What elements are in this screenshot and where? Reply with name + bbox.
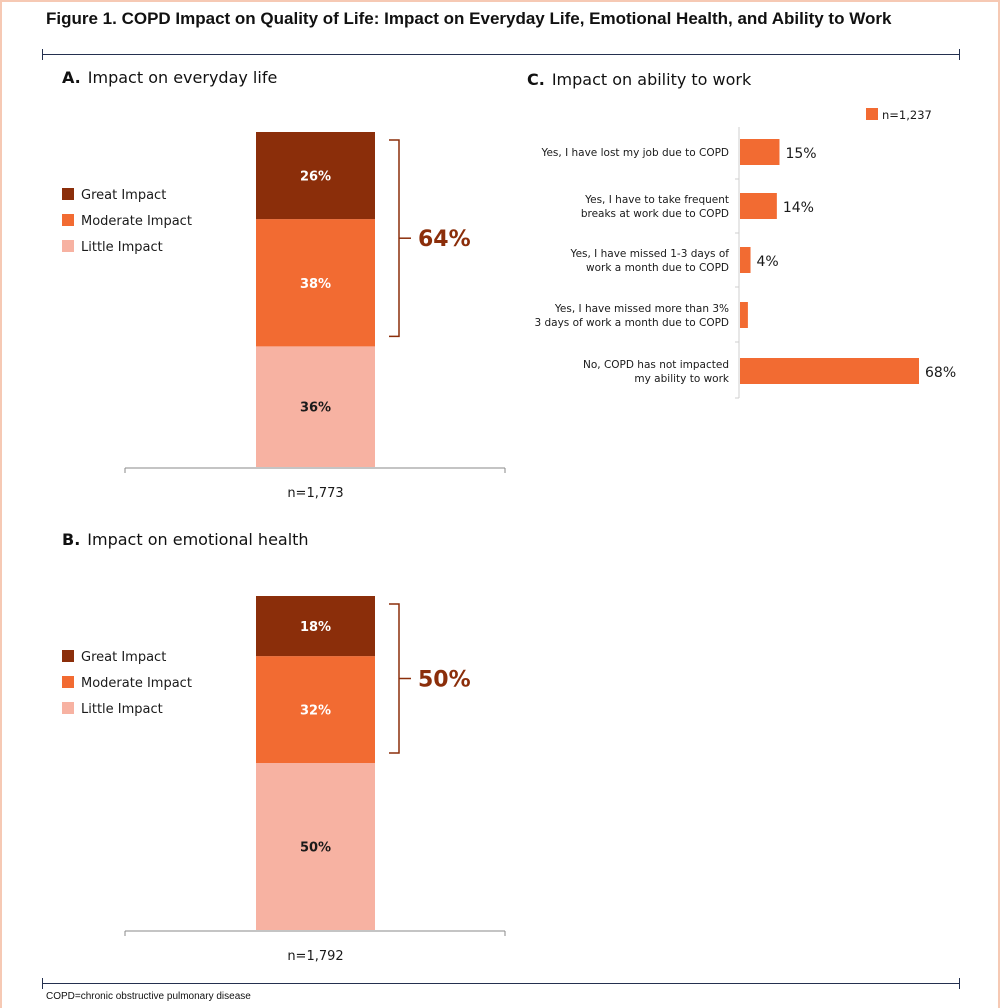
panel-a-bar-moderate-impact [256, 219, 375, 347]
panel-a-data-label-little-impact: 36% [300, 401, 331, 416]
panel-b-legend-swatch-great-impact [62, 650, 74, 662]
panel-a-legend-swatch-moderate-impact [62, 214, 74, 226]
panel-a-data-label-great-impact: 26% [300, 170, 331, 185]
panel-c-category-label-1-line-1: Yes, I have lost my job due to COPD [540, 147, 729, 159]
panel-b-bar-great-impact [256, 596, 375, 657]
panel-a-category-label: n=1,773 [287, 486, 343, 501]
panel-c-title-text: Impact on ability to work [551, 70, 752, 89]
panel-a-legend-label-moderate-impact: Moderate Impact [81, 214, 192, 229]
panel-c-bar-2 [740, 193, 777, 219]
panel-c-category-label-2-line-2: breaks at work due to COPD [581, 208, 729, 220]
panel-c-bar-5 [740, 358, 919, 384]
panel-c-bar-3 [740, 247, 751, 273]
panel-a-title: A. Impact on everyday life [62, 68, 277, 87]
panel-a-legend-swatch-great-impact [62, 188, 74, 200]
panel-c-legend-swatch [866, 108, 878, 120]
panel-c-bar-1 [740, 139, 780, 165]
panel-b-data-label-great-impact: 18% [300, 620, 331, 635]
panel-b-legend-label-great-impact: Great Impact [81, 650, 166, 665]
panel-b-data-label-little-impact: 50% [300, 841, 331, 856]
panel-c-category-label-2-line-1: Yes, I have to take frequent [584, 194, 729, 206]
panel-b-letter: B. [62, 530, 81, 549]
footer-rule [42, 978, 960, 989]
panel-c-category-label-4-line-2: 3 days of work a month due to COPD [534, 317, 729, 329]
footnote: COPD=chronic obstructive pulmonary disea… [46, 991, 251, 1002]
panel-c-category-label-3-line-2: work a month due to COPD [586, 262, 729, 274]
frame-top-edge [0, 0, 1000, 2]
frame-left-edge [0, 0, 2, 1008]
panel-b-legend-swatch-little-impact [62, 702, 74, 714]
panel-b-bar-moderate-impact [256, 656, 375, 763]
figure-title: Figure 1. COPD Impact on Quality of Life… [46, 9, 892, 28]
panel-c-title: C. Impact on ability to work [527, 70, 751, 89]
panel-c-data-label-1: 15% [785, 146, 816, 162]
panel-b-title: B. Impact on emotional health [62, 530, 309, 549]
panel-b-title-text: Impact on emotional health [87, 530, 309, 549]
panel-b-bracket-label: 50% [418, 668, 471, 693]
panel-a-legend-label-little-impact: Little Impact [81, 240, 163, 255]
panel-a-legend-label-great-impact: Great Impact [81, 188, 166, 203]
panel-c-category-label-5-line-2: my ability to work [634, 373, 730, 385]
panel-c-letter: C. [527, 70, 545, 89]
panel-a-data-label-moderate-impact: 38% [300, 277, 331, 292]
panel-c-data-label-5: 68% [925, 365, 956, 381]
panel-a-title-text: Impact on everyday life [87, 68, 278, 87]
panel-c-data-label-2: 14% [783, 200, 814, 216]
panel-c-category-label-3-line-1: Yes, I have missed 1-3 days of [570, 248, 730, 260]
title-rule [42, 49, 960, 60]
panel-a-bracket-label: 64% [418, 227, 471, 252]
panel-b-data-label-moderate-impact: 32% [300, 704, 331, 719]
panel-c-category-label-5-line-1: No, COPD has not impacted [583, 359, 729, 371]
frame-right-edge [998, 0, 1000, 1008]
panel-a-legend-swatch-little-impact [62, 240, 74, 252]
panel-c-legend-label: n=1,237 [882, 108, 932, 122]
panel-a-bar-great-impact [256, 132, 375, 220]
panel-c-bar-4 [740, 302, 748, 328]
panel-b-legend-label-little-impact: Little Impact [81, 702, 163, 717]
panel-b-bar-little-impact [256, 763, 375, 930]
panel-b-category-label: n=1,792 [287, 949, 343, 964]
panel-c-data-label-3: 4% [757, 254, 779, 270]
panel-c-category-label-4-line-1: Yes, I have missed more than 3% [554, 303, 729, 315]
panel-a-bar-little-impact [256, 346, 375, 467]
panel-b-legend-label-moderate-impact: Moderate Impact [81, 676, 192, 691]
panel-a-letter: A. [62, 68, 81, 87]
panel-b-legend-swatch-moderate-impact [62, 676, 74, 688]
